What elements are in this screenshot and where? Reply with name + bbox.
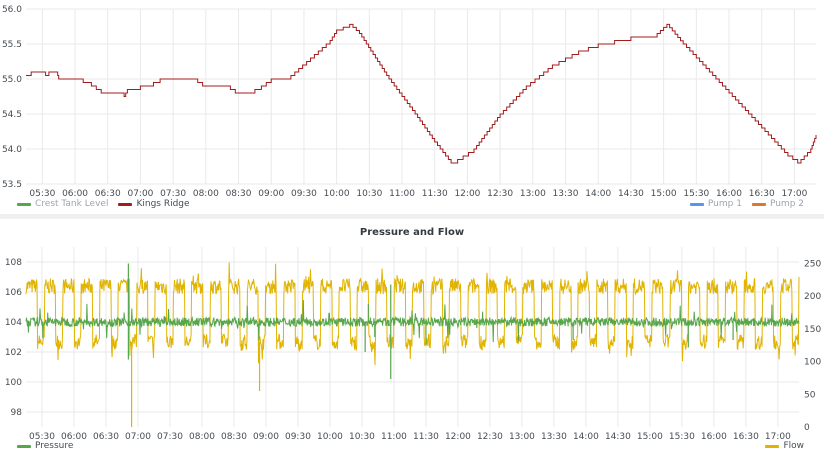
x-tick-label: 15:30 xyxy=(683,189,709,199)
y-tick-label-left: 104 xyxy=(5,318,22,328)
x-tick-label: 12:30 xyxy=(487,189,513,199)
x-tick-label: 14:30 xyxy=(605,432,631,442)
tank-level-chart: 53.5 54.0 54.5 55.0 55.5 56.0 05:30 06:00 06:30 0… xyxy=(2,5,817,199)
x-tick-label: 07:00 xyxy=(125,432,151,442)
y-tick-label-right: 200 xyxy=(804,292,821,302)
x-tick-label: 08:00 xyxy=(193,189,219,199)
y-tick-label-left: 106 xyxy=(5,288,22,298)
x-tick-label: 10:30 xyxy=(356,189,382,199)
legend-swatch xyxy=(689,202,704,206)
legend-swatch xyxy=(17,444,31,448)
x-tick-label: 10:00 xyxy=(324,189,350,199)
x-tick-label: 09:00 xyxy=(253,432,279,442)
legend-bottom-left[interactable]: Pressure xyxy=(17,441,83,451)
y-tick-label-right: 250 xyxy=(804,259,821,269)
x-tick-label: 12:30 xyxy=(477,432,503,442)
x-tick-label: 09:30 xyxy=(285,432,311,442)
y-tick-label-right: 50 xyxy=(804,390,816,400)
x-tick-label: 09:00 xyxy=(258,189,284,199)
x-tick-label: 07:30 xyxy=(160,189,186,199)
x-tick-label: 07:30 xyxy=(157,432,183,442)
legend-label[interactable]: Pump 1 xyxy=(707,199,742,209)
x-tick-label: 06:30 xyxy=(93,432,119,442)
y-tick-label: 53.5 xyxy=(2,180,22,190)
x-tick-label: 13:00 xyxy=(520,189,546,199)
x-tick-label: 10:30 xyxy=(349,432,375,442)
x-tick-label: 13:30 xyxy=(541,432,567,442)
x-tick-label: 14:00 xyxy=(585,189,611,199)
x-tick-label: 06:30 xyxy=(95,189,121,199)
y-tick-label: 55.0 xyxy=(2,75,22,85)
x-tick-label: 16:00 xyxy=(701,432,727,442)
y-tick-label-right: 0 xyxy=(804,423,810,433)
legend-top-left[interactable]: Crest Tank Level Kings Ridge xyxy=(17,199,200,209)
x-tick-label: 16:30 xyxy=(749,189,775,199)
legend-swatch xyxy=(751,202,766,206)
x-tick-label: 06:00 xyxy=(62,189,88,199)
x-tick-label: 10:00 xyxy=(317,432,343,442)
y-tick-label: 54.5 xyxy=(2,110,22,120)
y-tick-label: 56.0 xyxy=(2,5,22,15)
x-tick-label: 11:30 xyxy=(422,189,448,199)
x-tick-label: 05:30 xyxy=(29,189,55,199)
legend-bottom-right[interactable]: Flow xyxy=(765,441,814,451)
legend-label[interactable]: Crest Tank Level xyxy=(35,199,109,209)
x-tick-label: 06:00 xyxy=(61,432,87,442)
legend-label[interactable]: Kings Ridge xyxy=(136,199,190,209)
x-tick-label: 08:30 xyxy=(226,189,252,199)
x-tick-label: 16:30 xyxy=(733,432,759,442)
panel-title: Pressure and Flow xyxy=(359,227,465,238)
y-tick-label-left: 98 xyxy=(11,408,23,418)
x-tick-label: 14:00 xyxy=(573,432,599,442)
x-tick-label: 12:00 xyxy=(445,432,471,442)
y-tick-label-left: 108 xyxy=(5,258,22,268)
x-tick-label: 17:00 xyxy=(765,432,791,442)
x-tick-label: 16:00 xyxy=(716,189,742,199)
x-tick-label: 11:00 xyxy=(389,189,415,199)
pressure-flow-chart: 98 100 102 104 106 108 0 50 100 150 200 250 05:30 06:… xyxy=(5,247,821,442)
x-tick-label: 13:00 xyxy=(509,432,535,442)
x-tick-label: 15:00 xyxy=(651,189,677,199)
x-tick-label: 09:30 xyxy=(291,189,317,199)
x-tick-label: 08:30 xyxy=(221,432,247,442)
x-tick-label: 13:30 xyxy=(553,189,579,199)
legend-swatch xyxy=(118,202,133,206)
y-tick-label-right: 100 xyxy=(804,358,821,368)
x-tick-label: 15:30 xyxy=(669,432,695,442)
y-tick-label: 54.0 xyxy=(2,145,22,155)
x-tick-label: 07:00 xyxy=(127,189,153,199)
legend-label[interactable]: Pressure xyxy=(35,441,74,451)
legend-swatch xyxy=(765,444,780,448)
x-tick-label: 17:00 xyxy=(781,189,807,199)
series-pressure[interactable] xyxy=(25,299,800,343)
panel-pressure-flow: Pressure and Flow 98 100 102 104 106 108 0 50 10… xyxy=(0,219,824,455)
x-tick-label: 08:00 xyxy=(189,432,215,442)
legend-swatch xyxy=(17,202,31,206)
y-tick-label-left: 100 xyxy=(5,378,22,388)
y-tick-label-right: 150 xyxy=(804,325,821,335)
x-tick-label: 11:30 xyxy=(413,432,439,442)
y-tick-label: 55.5 xyxy=(2,40,22,50)
legend-label[interactable]: Pump 2 xyxy=(769,199,804,209)
x-tick-label: 12:00 xyxy=(454,189,480,199)
x-tick-label: 05:30 xyxy=(29,432,55,442)
series-flow[interactable] xyxy=(25,262,800,366)
series-kings-ridge[interactable] xyxy=(26,23,817,164)
y-tick-label-left: 102 xyxy=(5,348,22,358)
panel-tank-level: 53.5 54.0 54.5 55.0 55.5 56.0 05:30 06:00 06:30 0… xyxy=(0,0,824,214)
legend-top-right[interactable]: Pump 1 Pump 2 xyxy=(689,199,814,209)
x-tick-label: 11:00 xyxy=(381,432,407,442)
x-tick-label: 14:30 xyxy=(618,189,644,199)
x-tick-label: 15:00 xyxy=(637,432,663,442)
legend-label[interactable]: Flow xyxy=(783,441,804,451)
